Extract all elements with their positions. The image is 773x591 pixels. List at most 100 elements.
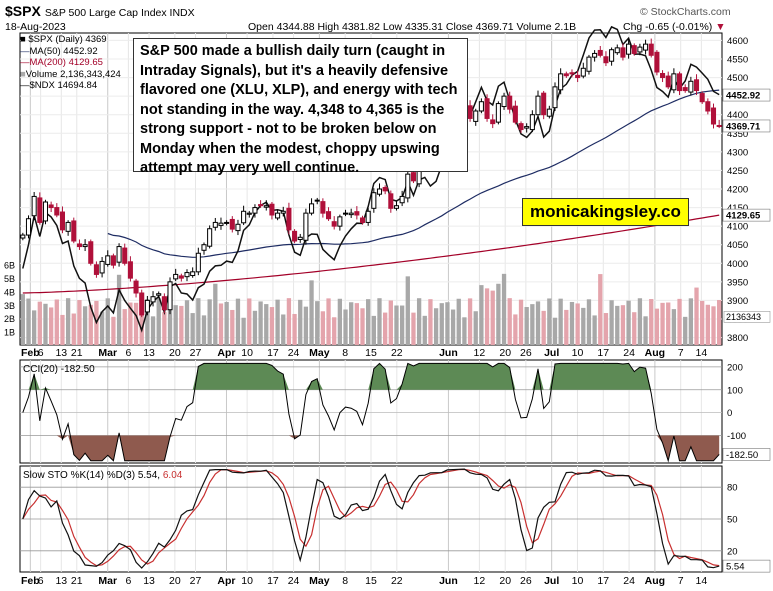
price-x-tick-label: 13 bbox=[55, 347, 67, 359]
candle bbox=[507, 91, 513, 114]
volume-bar bbox=[569, 301, 575, 345]
candle-body bbox=[314, 199, 320, 202]
candle-body bbox=[393, 205, 400, 209]
candle-body bbox=[665, 75, 671, 88]
source-credit: © StockCharts.com bbox=[640, 6, 731, 18]
candle-body bbox=[292, 230, 298, 242]
candle bbox=[399, 190, 405, 207]
candle bbox=[359, 215, 366, 225]
volume-bar bbox=[173, 305, 178, 345]
candle bbox=[648, 38, 654, 58]
candle-body bbox=[348, 212, 354, 216]
candle-body bbox=[643, 43, 649, 51]
candle bbox=[467, 100, 473, 122]
volume-bar bbox=[303, 306, 309, 345]
cci-tick-label: -100 bbox=[727, 431, 746, 442]
candle bbox=[348, 208, 354, 218]
candle bbox=[133, 278, 139, 298]
candle bbox=[478, 98, 484, 114]
candle-body bbox=[224, 221, 230, 224]
candle bbox=[671, 68, 677, 94]
volume-bar bbox=[592, 315, 597, 345]
candle bbox=[309, 198, 315, 216]
candle bbox=[693, 74, 700, 96]
candle bbox=[99, 256, 105, 278]
sto-x-tick-label: 17 bbox=[597, 575, 609, 587]
candle-body bbox=[320, 201, 326, 214]
close-last-label-box bbox=[722, 119, 771, 133]
candle-body bbox=[405, 173, 411, 199]
candle bbox=[286, 202, 292, 235]
candle bbox=[269, 202, 275, 220]
cci-title: CCI(20) -182.50 bbox=[23, 364, 95, 375]
volume-bar bbox=[433, 308, 439, 345]
volume-bar bbox=[479, 285, 484, 345]
volume-tick-label: 1B bbox=[4, 328, 15, 338]
price-tick-label: 4300 bbox=[727, 147, 748, 158]
candle-body bbox=[586, 56, 592, 72]
candle-body bbox=[620, 47, 626, 58]
candle-body bbox=[42, 201, 49, 222]
candle-body bbox=[133, 280, 139, 294]
candle bbox=[529, 110, 535, 132]
volume-bar bbox=[620, 305, 626, 345]
candle-body bbox=[524, 126, 530, 129]
candle-body bbox=[399, 195, 405, 204]
ma50-last-label-box bbox=[722, 88, 771, 102]
legend-ma50: —MA(50) 4452.92 bbox=[20, 46, 98, 57]
volume-bar bbox=[105, 298, 110, 345]
candle bbox=[127, 256, 133, 282]
volume-bar bbox=[603, 313, 609, 345]
volume-bar bbox=[241, 317, 246, 345]
volume-bar bbox=[598, 274, 603, 345]
candle-body bbox=[54, 207, 60, 216]
price-x-tick-label: 8 bbox=[342, 347, 348, 359]
volume-bar bbox=[213, 283, 218, 345]
volume-bar bbox=[394, 305, 399, 345]
candle bbox=[110, 253, 116, 269]
price-x-tick-label: Mar bbox=[98, 347, 117, 359]
volume-bar bbox=[467, 298, 473, 345]
candle bbox=[190, 267, 196, 278]
volume-bar bbox=[552, 317, 558, 345]
price-tick-label: 4000 bbox=[727, 259, 748, 270]
volume-bar bbox=[65, 298, 71, 345]
price-x-tick-label: 14 bbox=[696, 347, 708, 359]
volume-bar bbox=[354, 303, 359, 345]
candle-body bbox=[382, 187, 388, 192]
candle bbox=[609, 47, 615, 66]
candle bbox=[105, 250, 111, 267]
candle-body bbox=[654, 51, 660, 73]
volume-bar bbox=[320, 311, 326, 345]
candle-body bbox=[127, 261, 133, 279]
volume-bar bbox=[71, 313, 76, 345]
volume-bar bbox=[473, 311, 478, 345]
candle bbox=[224, 220, 230, 226]
candle-body bbox=[365, 210, 371, 223]
legend-spx: ■ $SPX (Daily) 4369 bbox=[20, 34, 107, 45]
sto-x-tick-label: 20 bbox=[169, 575, 181, 587]
legend-ma200: —MA(200) 4129.65 bbox=[20, 57, 103, 68]
price-tick-label: 4250 bbox=[727, 166, 748, 177]
sto-x-tick-label: 13 bbox=[143, 575, 155, 587]
candle bbox=[314, 197, 320, 205]
candle bbox=[42, 199, 49, 225]
volume-bar bbox=[133, 302, 139, 345]
price-x-tick-label: Aug bbox=[645, 347, 665, 359]
volume-bar bbox=[518, 299, 524, 345]
candle-body bbox=[252, 207, 258, 214]
candle-body bbox=[150, 296, 156, 303]
volume-bar bbox=[26, 298, 31, 345]
price-x-tick-label: 24 bbox=[288, 347, 300, 359]
candle-body bbox=[609, 49, 615, 62]
volume-bar bbox=[399, 305, 405, 345]
candle bbox=[569, 69, 575, 78]
volume-bar bbox=[60, 314, 65, 345]
price-x-tick-label: Jun bbox=[439, 347, 458, 359]
candle bbox=[546, 105, 552, 119]
candle-body bbox=[518, 123, 524, 131]
candle-body bbox=[173, 273, 179, 280]
volume-bar bbox=[201, 315, 207, 345]
candle bbox=[37, 192, 43, 225]
volume-bar bbox=[349, 302, 354, 345]
